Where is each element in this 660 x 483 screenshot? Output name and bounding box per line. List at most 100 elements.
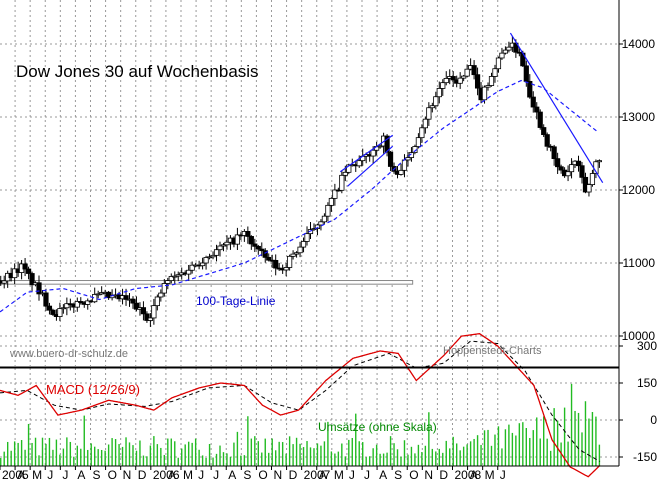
candlestick xyxy=(217,241,223,257)
candle-body xyxy=(551,146,557,160)
candle-body xyxy=(245,231,251,237)
candle-body xyxy=(321,215,328,223)
macd-y-tick-label: -150 xyxy=(633,450,657,464)
candle-body xyxy=(168,276,174,282)
candlestick xyxy=(224,235,230,250)
candle-body xyxy=(12,268,18,279)
x-tick-label: O xyxy=(258,468,267,482)
x-tick-label: 2006 xyxy=(153,468,180,482)
candlestick xyxy=(422,116,428,134)
x-tick-label: A xyxy=(319,468,327,482)
x-tick-label: A xyxy=(470,468,478,482)
candle-body xyxy=(474,74,481,89)
x-tick-label: J xyxy=(364,468,370,482)
candlestick xyxy=(555,152,561,174)
x-tick-label: J xyxy=(500,468,506,482)
macd-legend-label: MACD (12/26/9) xyxy=(46,382,140,397)
candlestick xyxy=(436,81,442,104)
macd-y-tick-label: 150 xyxy=(637,376,657,390)
candlestick xyxy=(534,102,540,120)
candle-body xyxy=(29,273,35,286)
candle-body xyxy=(290,253,296,257)
candlestick xyxy=(255,244,261,255)
candlestick xyxy=(245,226,251,244)
candle-body xyxy=(457,77,463,84)
candlestick xyxy=(464,64,470,78)
x-tick-label: J xyxy=(62,468,68,482)
candle-body xyxy=(401,159,408,171)
candlestick xyxy=(186,264,192,281)
candle-body xyxy=(287,255,293,268)
candle-body xyxy=(387,151,394,167)
candle-body xyxy=(273,260,279,269)
candlestick xyxy=(220,242,227,252)
candle-body xyxy=(64,303,70,309)
candle-body xyxy=(314,224,321,230)
candle-body xyxy=(311,228,317,231)
candlestick xyxy=(154,294,160,311)
candle-body xyxy=(488,76,495,86)
candle-body xyxy=(565,171,571,177)
candlestick xyxy=(266,253,272,262)
candle-body xyxy=(300,241,307,248)
candle-body xyxy=(495,57,502,70)
candlestick xyxy=(502,46,509,55)
candlestick xyxy=(210,251,216,260)
candlestick xyxy=(290,250,296,260)
candlestick xyxy=(74,297,80,312)
candlestick xyxy=(551,144,557,166)
candle-body xyxy=(530,96,536,108)
candlestick xyxy=(158,289,164,302)
x-tick-label: M xyxy=(334,468,344,482)
candle-body xyxy=(144,313,150,321)
candlestick xyxy=(426,102,432,126)
candlestick xyxy=(433,91,439,110)
candle-body xyxy=(217,245,223,251)
x-tick-label: J xyxy=(198,468,204,482)
candlestick xyxy=(64,297,70,316)
candle-body xyxy=(471,65,477,76)
candlestick xyxy=(60,304,66,314)
candle-body xyxy=(154,296,160,307)
x-tick-label: 2005 xyxy=(2,468,29,482)
x-tick-label: S xyxy=(243,468,251,482)
candlestick xyxy=(29,271,35,293)
x-tick-label: O xyxy=(409,468,418,482)
candle-body xyxy=(579,165,585,178)
x-tick-label: S xyxy=(394,468,402,482)
candlestick xyxy=(387,150,394,172)
candle-body xyxy=(544,134,550,147)
candlestick xyxy=(287,254,293,271)
candle-body xyxy=(464,68,470,77)
trendline xyxy=(509,32,604,184)
candle-body xyxy=(43,292,49,307)
candle-body xyxy=(172,275,178,278)
candle-body xyxy=(224,241,230,246)
candle-body xyxy=(492,68,498,77)
candlestick xyxy=(506,41,512,53)
candlestick xyxy=(12,263,18,285)
candlestick xyxy=(565,165,571,182)
candle-body xyxy=(589,173,596,186)
candlestick xyxy=(206,253,213,260)
candle-body xyxy=(339,174,345,191)
candle-body xyxy=(92,294,98,303)
candlestick xyxy=(328,197,334,212)
candle-body xyxy=(74,301,80,308)
x-tick-label: 2007 xyxy=(304,468,331,482)
candle-body xyxy=(147,317,153,321)
candlestick xyxy=(474,67,481,96)
candlestick xyxy=(579,161,585,184)
x-tick-label: M xyxy=(183,468,193,482)
candlestick xyxy=(165,277,171,290)
candlestick xyxy=(140,301,147,321)
candle-body xyxy=(283,267,289,271)
candlestick xyxy=(516,48,522,57)
candlestick xyxy=(398,163,404,176)
candle-body xyxy=(206,256,213,259)
candle-body xyxy=(78,301,84,304)
x-tick-label: M xyxy=(32,468,42,482)
candle-body xyxy=(558,166,564,171)
x-tick-label: A xyxy=(77,468,85,482)
candle-body xyxy=(481,86,488,101)
